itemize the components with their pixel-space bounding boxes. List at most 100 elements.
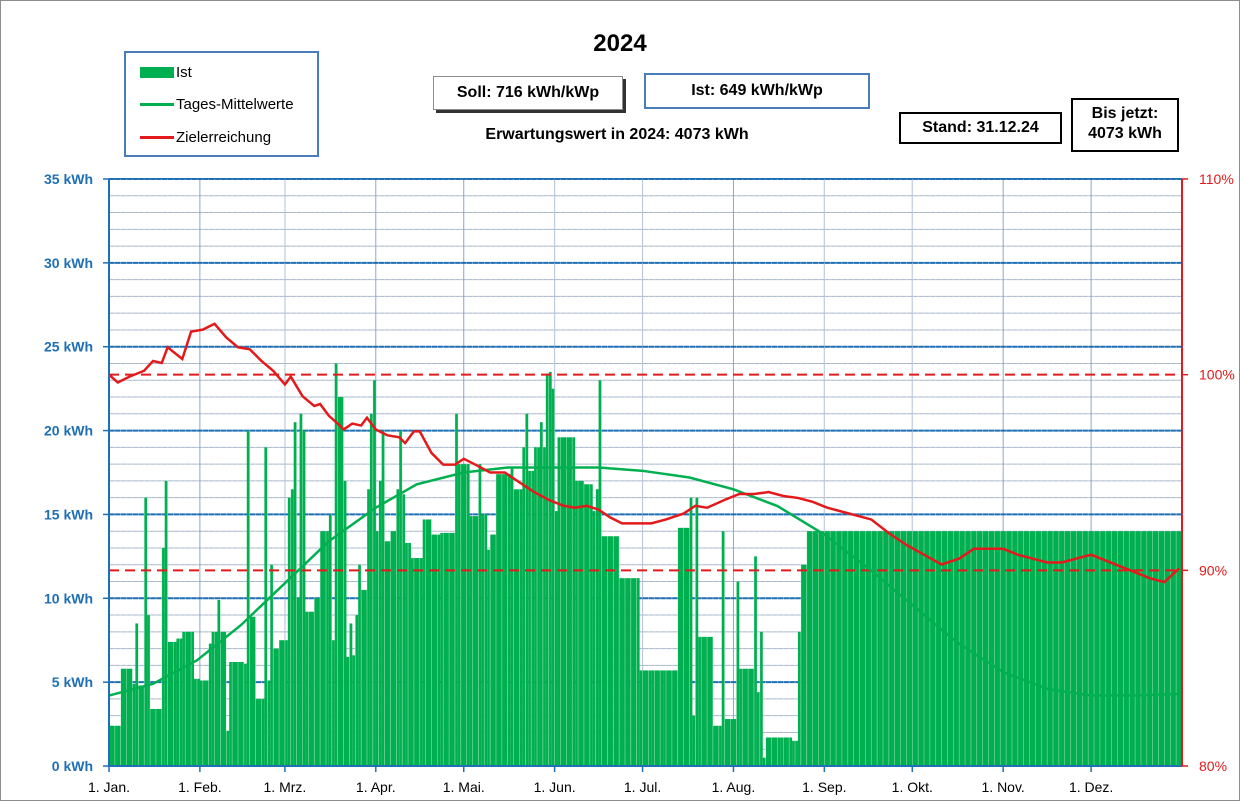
y-left-tick-label: 25 kWh — [44, 339, 93, 355]
bar-ist — [736, 581, 740, 766]
erwartungswert-text: Erwartungswert in 2024: 4073 kWh — [485, 126, 749, 143]
bar-ist — [490, 534, 496, 766]
bar-ist — [513, 489, 523, 766]
bis-jetzt-label: Bis jetzt: — [1091, 105, 1159, 122]
bar-ist — [299, 413, 303, 766]
bar-ist — [762, 757, 766, 766]
bar-ist — [264, 447, 268, 766]
bar-ist — [601, 536, 608, 766]
bar-ist — [457, 464, 461, 766]
bis-jetzt-box: Bis jetzt: 4073 kWh — [1071, 98, 1179, 152]
soll-box: Soll: 716 kWh/kWp — [433, 76, 623, 110]
bar-ist — [402, 494, 406, 766]
bar-ist — [372, 380, 376, 766]
bar-ist — [487, 549, 491, 766]
bar-ist — [422, 519, 432, 766]
bar-ist — [630, 578, 637, 766]
bar-ist — [167, 641, 177, 766]
chart-title: 2024 — [593, 30, 647, 57]
bar-ist — [525, 413, 529, 766]
bar-ist — [147, 615, 151, 766]
bar-ist — [507, 474, 511, 766]
bar-ist — [753, 556, 757, 766]
bar-ist — [800, 564, 807, 766]
x-tick-label: 1. Dez. — [1069, 779, 1113, 795]
bar-ist — [431, 534, 441, 766]
y-right-tick-label: 100% — [1199, 367, 1235, 383]
bar-ist — [528, 470, 532, 766]
x-tick-label: 1. Jun. — [534, 779, 576, 795]
bar-ist — [208, 643, 212, 766]
legend-item-ist: Ist — [140, 62, 192, 82]
lines — [108, 322, 1182, 697]
x-tick-label: 1. Apr. — [356, 779, 396, 795]
bar-ist — [692, 715, 696, 766]
y-left-tick-label: 30 kWh — [44, 255, 93, 271]
bar-ist — [522, 447, 526, 766]
bar-ist — [721, 531, 725, 766]
x-tick-label: 1. Jul. — [624, 779, 661, 795]
bar-ist — [759, 631, 763, 766]
bar-ist — [378, 480, 382, 766]
bar-ist — [712, 725, 722, 766]
bar-ist — [636, 578, 640, 766]
bar-ist — [595, 489, 599, 766]
bar-ist — [440, 532, 455, 766]
bar-ist — [663, 670, 678, 766]
bar-ist — [548, 371, 552, 766]
bar-ist — [554, 511, 558, 766]
bar-ist — [510, 467, 514, 766]
bar-ist — [290, 489, 294, 766]
bar-ist — [296, 598, 300, 766]
x-tick-label: 1. Nov. — [982, 779, 1025, 795]
y-right-tick-label: 90% — [1199, 562, 1227, 578]
y-left-tick-label: 20 kWh — [44, 423, 93, 439]
bar-ist — [138, 685, 145, 766]
y-left-tick-label: 35 kWh — [44, 171, 93, 187]
bar-ist — [469, 516, 479, 766]
bar-ist — [551, 388, 555, 766]
bar-ist — [302, 430, 306, 766]
bar-ist — [144, 497, 148, 766]
bar-ist — [539, 422, 543, 766]
bar-ist — [199, 680, 209, 766]
bar-ist — [337, 397, 344, 766]
bar-ist — [229, 662, 244, 766]
bar-ist — [270, 564, 274, 766]
bar-ist — [375, 531, 379, 766]
bar-ist — [287, 497, 291, 766]
bar-ist — [249, 616, 256, 766]
bar-ist — [598, 380, 602, 766]
bar-ist — [624, 578, 631, 766]
bar-ist — [355, 615, 359, 766]
y-right-tick-label: 110% — [1199, 171, 1234, 187]
bar-ist — [349, 623, 353, 766]
bar-ist — [619, 578, 625, 766]
bar-ist — [334, 363, 338, 766]
bar-ist — [331, 640, 335, 766]
y-left-tick-label: 10 kWh — [44, 590, 93, 606]
legend-label-ist: Ist — [176, 63, 192, 81]
legend-swatch-tages-mittelwerte — [140, 102, 174, 106]
bar-ist — [279, 640, 288, 766]
legend-label-zielerreichung: Zielerreichung — [176, 128, 272, 146]
legend-label-tages-mittelwerte: Tages-Mittelwerte — [176, 95, 294, 113]
bar-ist — [182, 631, 195, 766]
x-tick-label: 1. Jan. — [88, 779, 130, 795]
x-tick-label: 1. Aug. — [712, 779, 756, 795]
bar-ist — [689, 497, 693, 766]
bar-ist — [255, 698, 265, 766]
legend-swatch-ist — [140, 66, 174, 78]
bar-ist — [273, 648, 280, 766]
bar-ist — [132, 683, 136, 766]
bar-ist — [246, 430, 250, 766]
bar-ist — [220, 631, 227, 766]
bar-ist — [135, 623, 139, 766]
bar-ist — [698, 636, 713, 766]
legend-item-zielerreichung: Zielerreichung — [140, 127, 271, 147]
y-left-tick-label: 5 kWh — [52, 674, 93, 690]
bar-ist — [454, 413, 458, 766]
bar-ist — [164, 480, 168, 766]
bar-ist — [352, 655, 356, 766]
bar-ist — [399, 430, 403, 766]
